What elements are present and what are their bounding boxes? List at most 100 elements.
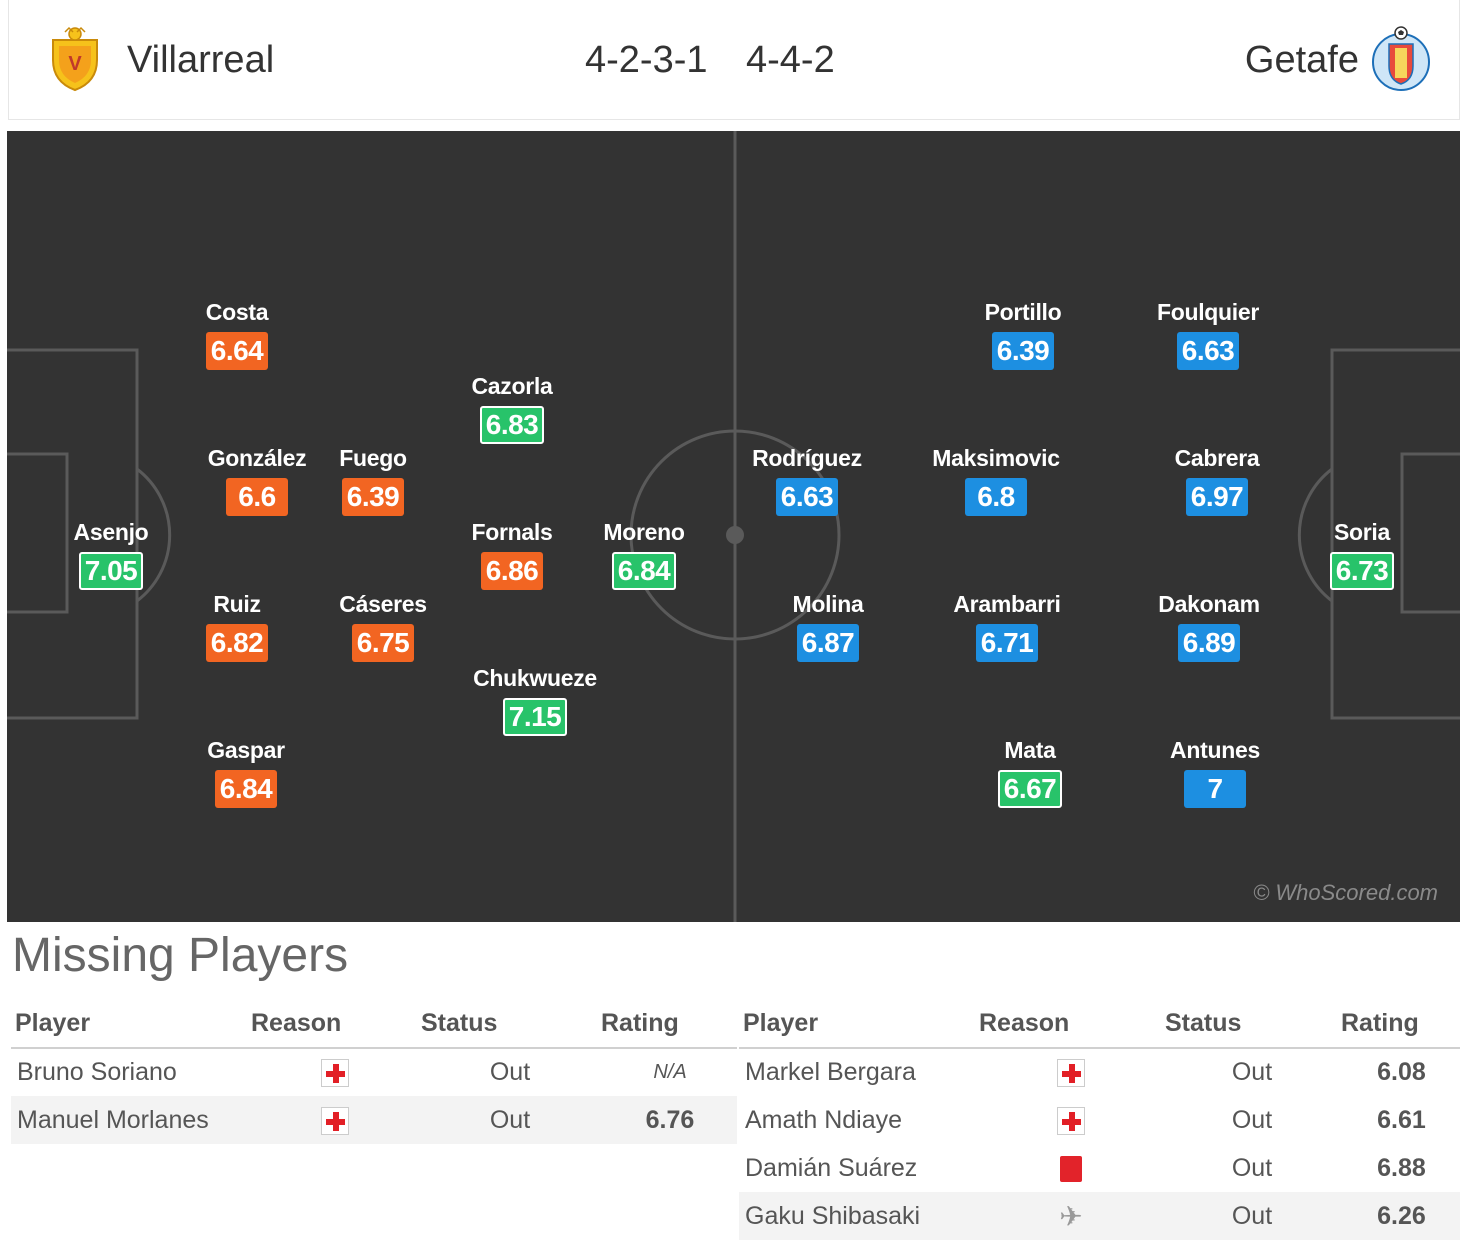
rating-cell: 6.76: [597, 1096, 737, 1144]
player-ruiz[interactable]: Ruiz 6.82: [157, 590, 317, 662]
player-rating: 7: [1184, 770, 1246, 808]
player-name[interactable]: Dakonam: [1158, 591, 1260, 617]
pitch-markings: [7, 131, 1460, 922]
player-name[interactable]: Soria: [1333, 519, 1391, 545]
player-rating: 6.75: [352, 624, 414, 662]
player-name[interactable]: Markel Bergara: [745, 1058, 916, 1086]
player-rating: 7.15: [502, 698, 568, 736]
player-name[interactable]: Antunes: [1170, 737, 1260, 763]
svg-text:V: V: [68, 53, 82, 75]
player-name[interactable]: Mata: [1004, 737, 1056, 763]
player-portillo[interactable]: Portillo 6.39: [943, 298, 1103, 370]
player-name[interactable]: Cazorla: [471, 373, 553, 399]
injury-icon: [321, 1106, 349, 1135]
col-reason: Reason: [975, 1000, 1161, 1049]
player-caseres[interactable]: Cáseres 6.75: [303, 590, 463, 662]
reason-cell: [975, 1048, 1161, 1096]
player-rating: 6.63: [1177, 332, 1239, 370]
player-molina[interactable]: Molina 6.87: [748, 590, 908, 662]
player-name[interactable]: Costa: [205, 299, 269, 325]
player-name[interactable]: González: [207, 445, 307, 471]
player-name[interactable]: Damián Suárez: [745, 1153, 918, 1182]
player-name[interactable]: Manuel Morlanes: [11, 1096, 247, 1144]
player-rodriguez[interactable]: Rodríguez 6.63: [727, 444, 887, 516]
col-reason: Reason: [247, 1000, 417, 1049]
away-team-name[interactable]: Getafe: [1244, 39, 1359, 81]
missing-players-title: Missing Players: [12, 929, 349, 982]
player-costa[interactable]: Costa 6.64: [157, 298, 317, 370]
injury-icon: [321, 1059, 349, 1088]
player-name[interactable]: Gaspar: [207, 737, 285, 763]
player-name[interactable]: Molina: [792, 591, 864, 617]
villarreal-crest-icon[interactable]: V: [45, 26, 105, 92]
reason-cell: ✈: [975, 1192, 1161, 1240]
player-foulquier[interactable]: Foulquier 6.63: [1128, 298, 1288, 370]
reason-cell: [975, 1144, 1161, 1192]
player-name[interactable]: Cáseres: [339, 591, 427, 617]
player-name[interactable]: Maksimovic: [932, 445, 1060, 471]
player-rating: 6.87: [797, 624, 859, 662]
player-rating: 6.73: [1329, 552, 1395, 590]
player-name[interactable]: Chukwueze: [473, 665, 597, 691]
player-fornals[interactable]: Fornals 6.86: [432, 518, 592, 590]
rating-cell: 6.08: [1377, 1058, 1426, 1086]
player-name[interactable]: Fornals: [471, 519, 553, 545]
player-name[interactable]: Asenjo: [73, 519, 149, 545]
status-cell: Out: [1231, 1058, 1273, 1086]
player-soria[interactable]: Soria 6.73: [1282, 518, 1442, 590]
player-name[interactable]: Ruiz: [213, 591, 261, 617]
player-antunes[interactable]: Antunes 7: [1135, 736, 1295, 808]
player-name[interactable]: Amath Ndiaye: [745, 1105, 903, 1134]
watermark: © WhoScored.com: [1253, 880, 1438, 905]
player-rating: 6.39: [342, 478, 404, 516]
player-name[interactable]: Foulquier: [1156, 299, 1260, 325]
player-arambarri[interactable]: Arambarri 6.71: [927, 590, 1087, 662]
table-row: Gaku Shibasaki ✈ Out 6.26: [739, 1192, 1460, 1240]
player-moreno[interactable]: Moreno 6.84: [564, 518, 724, 590]
injury-icon: [1057, 1059, 1085, 1088]
status-cell: Out: [1161, 1192, 1337, 1240]
player-dakonam[interactable]: Dakonam 6.89: [1129, 590, 1289, 662]
player-rating: 7.05: [78, 552, 144, 590]
home-formation: 4-2-3-1: [585, 39, 708, 81]
player-rating: 6.82: [206, 624, 268, 662]
player-name[interactable]: Cabrera: [1174, 445, 1260, 471]
reason-cell: [247, 1096, 417, 1144]
player-rating: 6.39: [992, 332, 1054, 370]
player-cazorla[interactable]: Cazorla 6.83: [432, 372, 592, 444]
player-rating: 6.86: [481, 552, 543, 590]
rating-cell: 6.61: [1377, 1105, 1426, 1134]
table-header-row: Player Reason Status Rating: [739, 1000, 1460, 1049]
player-rating: 6.89: [1178, 624, 1240, 662]
player-name[interactable]: Gaku Shibasaki: [739, 1192, 975, 1240]
player-maksimovic[interactable]: Maksimovic 6.8: [916, 444, 1076, 516]
player-name[interactable]: Portillo: [984, 299, 1062, 325]
pitch: Costa 6.64 González 6.6 Ruiz 6.82 Gaspar…: [7, 131, 1460, 922]
rating-cell: 6.26: [1337, 1192, 1460, 1240]
player-asenjo[interactable]: Asenjo 7.05: [31, 518, 191, 590]
home-team-name[interactable]: Villarreal: [127, 39, 275, 81]
player-mata[interactable]: Mata 6.67: [950, 736, 1110, 808]
table-row: Damián Suárez Out 6.88: [739, 1144, 1460, 1192]
player-name[interactable]: Rodríguez: [752, 445, 862, 471]
col-player: Player: [11, 1000, 247, 1049]
player-name[interactable]: Fuego: [339, 445, 407, 471]
player-fuego[interactable]: Fuego 6.39: [293, 444, 453, 516]
player-chukwueze[interactable]: Chukwueze 7.15: [455, 664, 615, 736]
player-name[interactable]: Arambarri: [953, 591, 1061, 617]
player-rating: 6.6: [226, 478, 288, 516]
player-rating: 6.67: [997, 770, 1063, 808]
player-name[interactable]: Moreno: [603, 519, 685, 545]
table-row: Bruno Soriano Out N/A: [11, 1048, 737, 1096]
player-gaspar[interactable]: Gaspar 6.84: [166, 736, 326, 808]
player-rating: 6.8: [965, 478, 1027, 516]
getafe-crest-icon[interactable]: [1371, 26, 1431, 92]
player-rating: 6.64: [206, 332, 268, 370]
status-cell: Out: [1231, 1153, 1273, 1182]
player-cabrera[interactable]: Cabrera 6.97: [1137, 444, 1297, 516]
status-cell: Out: [417, 1096, 597, 1144]
player-gonzalez[interactable]: González 6.6: [177, 444, 337, 516]
player-name[interactable]: Bruno Soriano: [17, 1058, 177, 1086]
injury-icon: [1057, 1106, 1085, 1135]
col-rating: Rating: [597, 1000, 737, 1049]
